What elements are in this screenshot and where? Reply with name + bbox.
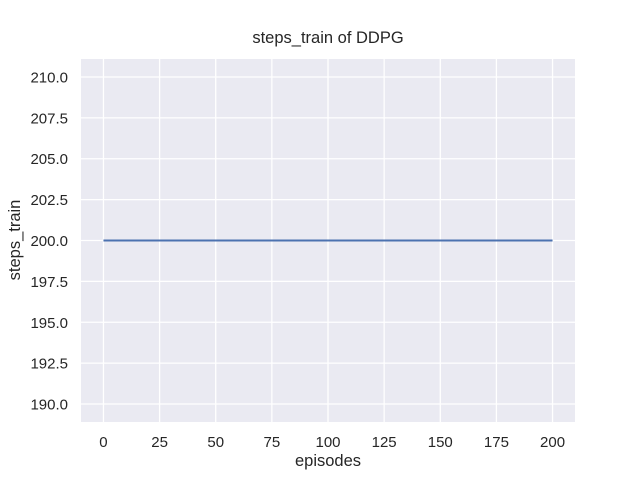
y-tick-label: 190.0 — [30, 397, 68, 414]
y-tick-label: 197.5 — [30, 274, 68, 291]
x-tick-label: 150 — [428, 434, 453, 451]
y-tick-label: 202.5 — [30, 192, 68, 209]
y-tick-label: 192.5 — [30, 356, 68, 373]
x-tick-label: 175 — [484, 434, 509, 451]
y-axis-label: steps_train — [5, 199, 24, 281]
y-tick-label: 200.0 — [30, 233, 68, 250]
x-tick-label: 100 — [315, 434, 340, 451]
x-tick-label: 0 — [99, 434, 107, 451]
y-tick-label: 195.0 — [30, 315, 68, 332]
y-tick-label: 207.5 — [30, 110, 68, 127]
y-tick-label: 210.0 — [30, 69, 68, 86]
chart-title: steps_train of DDPG — [252, 29, 404, 47]
x-tick-label: 50 — [207, 434, 224, 451]
x-tick-label: 25 — [151, 434, 168, 451]
y-tick-label: 205.0 — [30, 151, 68, 168]
x-tick-label: 200 — [540, 434, 565, 451]
x-tick-label: 125 — [372, 434, 397, 451]
x-axis-label: episodes — [294, 452, 362, 470]
x-tick-label: 75 — [264, 434, 281, 451]
